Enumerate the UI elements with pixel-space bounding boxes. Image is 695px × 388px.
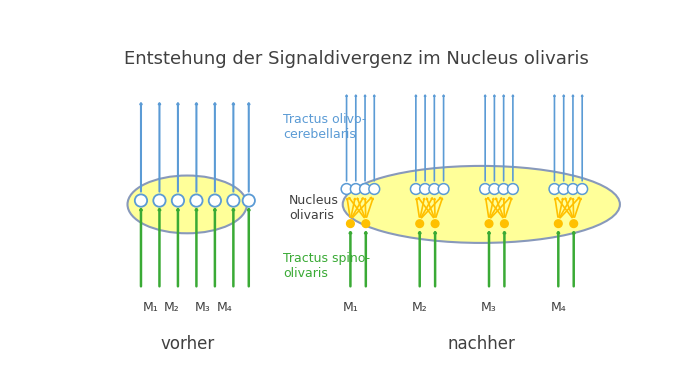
Circle shape <box>347 220 354 227</box>
Text: nachher: nachher <box>448 335 515 353</box>
Circle shape <box>135 194 147 207</box>
Circle shape <box>549 184 560 194</box>
Text: M₃: M₃ <box>195 301 211 314</box>
Circle shape <box>341 184 352 194</box>
Circle shape <box>362 220 370 227</box>
Text: M₁: M₁ <box>343 301 359 314</box>
Circle shape <box>411 184 421 194</box>
Ellipse shape <box>343 166 620 243</box>
Circle shape <box>558 184 569 194</box>
Text: M₂: M₂ <box>164 301 179 314</box>
Circle shape <box>432 220 439 227</box>
Text: Tractus olivo-
cerebellaris: Tractus olivo- cerebellaris <box>284 113 367 141</box>
Circle shape <box>500 220 508 227</box>
Circle shape <box>507 184 518 194</box>
Circle shape <box>416 220 423 227</box>
Text: Entstehung der Signaldivergenz im Nucleus olivaris: Entstehung der Signaldivergenz im Nucleu… <box>124 50 589 68</box>
Circle shape <box>568 184 578 194</box>
Text: M₄: M₄ <box>216 301 232 314</box>
Text: M₂: M₂ <box>412 301 427 314</box>
Text: vorher: vorher <box>160 335 214 353</box>
Circle shape <box>429 184 440 194</box>
Circle shape <box>498 184 509 194</box>
Text: M₄: M₄ <box>550 301 566 314</box>
Text: M₁: M₁ <box>142 301 158 314</box>
Ellipse shape <box>127 175 247 233</box>
Circle shape <box>154 194 165 207</box>
Circle shape <box>480 184 491 194</box>
Circle shape <box>172 194 184 207</box>
Circle shape <box>555 220 562 227</box>
Circle shape <box>438 184 449 194</box>
Circle shape <box>489 184 500 194</box>
Circle shape <box>420 184 430 194</box>
Circle shape <box>350 184 361 194</box>
Circle shape <box>227 194 240 207</box>
Circle shape <box>243 194 255 207</box>
Circle shape <box>208 194 221 207</box>
Circle shape <box>369 184 379 194</box>
Text: M₃: M₃ <box>481 301 497 314</box>
Text: Tractus spino-
olivaris: Tractus spino- olivaris <box>284 252 370 280</box>
Circle shape <box>190 194 202 207</box>
Circle shape <box>485 220 493 227</box>
Text: Nucleus
olivaris: Nucleus olivaris <box>289 194 338 222</box>
Circle shape <box>359 184 370 194</box>
Circle shape <box>570 220 578 227</box>
Circle shape <box>577 184 587 194</box>
